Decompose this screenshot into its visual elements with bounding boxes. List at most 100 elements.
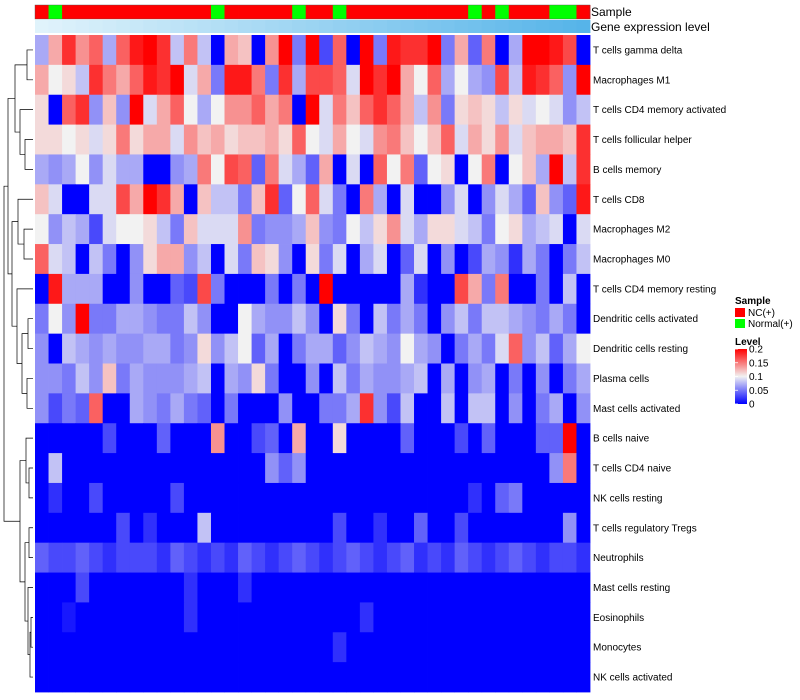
heatmap-cell (414, 662, 428, 693)
heatmap-cell (468, 214, 483, 245)
heatmap-cell (197, 662, 212, 693)
heatmap-cell (495, 154, 510, 185)
dendrogram-branch (29, 631, 33, 678)
heatmap-cell (224, 393, 239, 424)
row-label: Mast cells activated (593, 404, 680, 415)
heatmap-cell (576, 94, 591, 125)
heatmap-cell (508, 602, 523, 633)
legend-sample-label: Normal(+) (748, 319, 793, 330)
heatmap-cell (495, 542, 510, 573)
heatmap-cell (522, 214, 537, 245)
heatmap-cell (89, 35, 104, 66)
heatmap-cell (386, 542, 401, 573)
expression-annotation-cell (183, 20, 198, 33)
heatmap-cell (549, 303, 564, 335)
heatmap-cell (549, 512, 564, 544)
heatmap-cell (278, 303, 293, 335)
heatmap-cell (481, 333, 496, 364)
heatmap-cell (251, 64, 266, 96)
heatmap-cell (386, 632, 401, 663)
heatmap-cell (468, 393, 483, 424)
heatmap-cell (346, 512, 361, 544)
heatmap-cell (251, 632, 266, 663)
heatmap-cell (116, 303, 131, 335)
heatmap-cell (251, 154, 266, 185)
heatmap-cell (576, 184, 591, 215)
heatmap-cell (549, 363, 564, 394)
heatmap-cell (102, 214, 117, 245)
heatmap-cell (414, 35, 428, 66)
heatmap-cell (170, 423, 185, 454)
heatmap-cell (265, 273, 280, 305)
heatmap-cell (373, 423, 388, 454)
heatmap-cell (116, 184, 131, 215)
heatmap-cell (454, 393, 469, 424)
heatmap-cell (129, 453, 144, 484)
heatmap-cell (319, 303, 334, 335)
heatmap-cell (35, 542, 49, 573)
heatmap-cell (522, 363, 537, 394)
heatmap-cell (238, 273, 252, 305)
heatmap-cell (359, 244, 374, 275)
heatmap-cell (116, 572, 131, 603)
heatmap-cell (251, 602, 266, 633)
heatmap-cell (210, 244, 225, 275)
heatmap-cell (373, 393, 388, 424)
heatmap-cell (535, 214, 550, 245)
heatmap-cell (35, 333, 49, 364)
heatmap-cell (251, 572, 266, 603)
heatmap-cell (129, 393, 144, 424)
heatmap-cell (170, 35, 185, 66)
heatmap-cell (305, 184, 320, 215)
heatmap-cell (156, 64, 171, 96)
heatmap-cell (359, 64, 374, 96)
heatmap-cell (224, 453, 239, 484)
legend-level-tick-label: 0.15 (749, 358, 769, 369)
heatmap-cell (441, 602, 456, 633)
heatmap-cell (549, 94, 564, 125)
heatmap-cell (278, 273, 293, 305)
expression-annotation-cell (535, 20, 550, 33)
heatmap-cell (292, 542, 307, 573)
heatmap-cell (400, 273, 415, 305)
dendrogram-branch (28, 467, 33, 499)
heatmap-cell (441, 94, 456, 125)
row-label: Plasma cells (593, 374, 649, 385)
heatmap-cell (62, 333, 77, 364)
heatmap-cell (400, 453, 415, 484)
heatmap-cell (75, 64, 90, 96)
heatmap-cell (562, 602, 577, 633)
heatmap-cell (454, 64, 469, 96)
heatmap-cell (48, 453, 63, 484)
expression-annotation-cell (522, 20, 537, 33)
heatmap-cell (89, 124, 104, 155)
heatmap-cell (210, 273, 225, 305)
heatmap-cell (508, 512, 523, 544)
heatmap-cell (170, 662, 185, 693)
expression-annotation-cell (75, 20, 90, 33)
row-label: T cells CD4 memory activated (593, 105, 726, 116)
heatmap-cell (468, 662, 483, 693)
heatmap-cell (183, 393, 198, 424)
heatmap-cell (197, 273, 212, 305)
legend-level-tick-label: 0 (749, 400, 755, 411)
heatmap-cell (535, 632, 550, 663)
heatmap-cell (346, 214, 361, 245)
heatmap-cell (346, 632, 361, 663)
heatmap-cell (265, 35, 280, 66)
heatmap-cell (129, 184, 144, 215)
heatmap-cell (454, 363, 469, 394)
heatmap-cell (278, 154, 293, 185)
heatmap-cell (292, 184, 307, 215)
heatmap-cell (116, 632, 131, 663)
heatmap-cell (427, 244, 442, 275)
heatmap-cell (183, 512, 198, 544)
heatmap-cell (170, 214, 185, 245)
heatmap-cell (197, 214, 212, 245)
heatmap-cell (116, 542, 131, 573)
heatmap-cell (170, 393, 185, 424)
heatmap-cell (414, 572, 428, 603)
expression-annotation-cell (170, 20, 185, 33)
heatmap-cell (183, 154, 198, 185)
heatmap-cell (508, 214, 523, 245)
